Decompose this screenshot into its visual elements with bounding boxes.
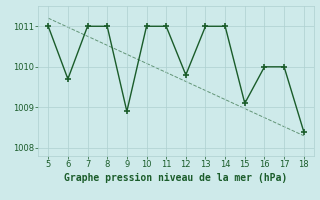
X-axis label: Graphe pression niveau de la mer (hPa): Graphe pression niveau de la mer (hPa) [64,173,288,183]
